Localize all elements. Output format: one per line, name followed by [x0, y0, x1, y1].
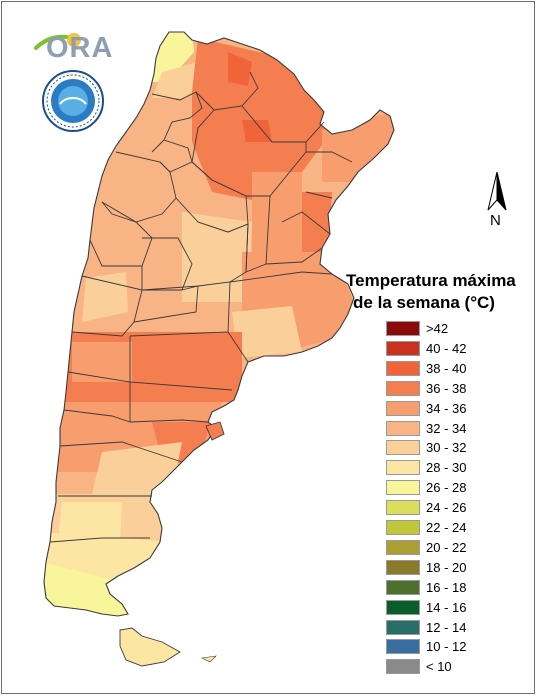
legend-swatch	[386, 619, 420, 635]
legend-item: 36 - 38	[386, 380, 506, 398]
legend-swatch	[386, 460, 420, 476]
ora-swoosh-icon	[34, 33, 81, 50]
legend-swatch	[386, 520, 420, 535]
legend-label: 38 - 40	[426, 360, 467, 376]
legend-title-line1: Temperatura máxima	[346, 271, 516, 290]
legend-swatch	[386, 639, 420, 655]
legend-item: 22 - 24	[386, 519, 506, 537]
legend-item: 14 - 16	[386, 599, 506, 617]
legend-swatch	[386, 400, 420, 416]
legend-title-line2: de la semana (°C)	[353, 293, 495, 312]
legend-label: 14 - 16	[426, 599, 467, 615]
province-boundaries	[43, 31, 395, 667]
legend-item: < 10	[386, 658, 506, 676]
legend-label: 36 - 38	[426, 380, 467, 396]
legend-item: 32 - 34	[386, 420, 506, 438]
legend-swatch	[386, 321, 420, 336]
legend-label: 10 - 12	[426, 639, 467, 655]
legend-label: 22 - 24	[426, 520, 467, 535]
legend-swatch	[386, 380, 420, 396]
legend-label: 28 - 30	[426, 460, 467, 476]
legend-swatch	[386, 340, 420, 356]
legend-item: 28 - 30	[386, 459, 506, 477]
legend-swatch	[386, 539, 420, 555]
legend-swatch	[386, 559, 420, 575]
north-arrow-icon	[487, 171, 507, 211]
legend-swatch	[386, 500, 420, 516]
legend-label: 26 - 28	[426, 480, 467, 496]
legend-label: 34 - 36	[426, 400, 467, 416]
ministry-seal-icon	[42, 70, 104, 132]
legend-label: >42	[426, 321, 449, 336]
ora-logo-text: ORA	[46, 32, 114, 64]
legend-label: 24 - 26	[426, 500, 467, 516]
legend-item: 18 - 20	[386, 559, 506, 577]
legend-item: 26 - 28	[386, 479, 506, 497]
legend-title: Temperatura máxima de la semana (°C)	[346, 270, 516, 314]
legend-swatch	[386, 579, 420, 595]
legend-label: 30 - 32	[426, 440, 467, 456]
ora-logo: ORA	[34, 30, 112, 64]
legend-item: 10 - 12	[386, 638, 506, 656]
legend-label: 40 - 42	[426, 340, 467, 356]
legend-label: 20 - 22	[426, 539, 467, 555]
legend-item: 38 - 40	[386, 360, 506, 378]
legend-swatch	[386, 360, 420, 376]
legend-item: 30 - 32	[386, 439, 506, 457]
legend-item: 12 - 14	[386, 619, 506, 637]
legend-swatch	[386, 659, 420, 675]
legend-swatch	[386, 599, 420, 615]
legend-label: 12 - 14	[426, 619, 467, 635]
legend-item: 24 - 26	[386, 499, 506, 517]
legend-item: >42	[386, 320, 506, 338]
legend-swatch	[386, 480, 420, 496]
legend-label: 32 - 34	[426, 420, 467, 436]
legend-item: 40 - 42	[386, 340, 506, 358]
legend-label: 16 - 18	[426, 579, 467, 595]
legend-item: 20 - 22	[386, 539, 506, 557]
legend-item: 16 - 18	[386, 579, 506, 597]
north-arrow: N	[480, 170, 514, 232]
legend-label: 18 - 20	[426, 559, 467, 575]
legend-swatch	[386, 440, 420, 456]
north-label: N	[490, 212, 501, 229]
legend-swatch	[386, 420, 420, 436]
legend-item: 34 - 36	[386, 400, 506, 418]
legend-label: < 10	[426, 659, 452, 675]
